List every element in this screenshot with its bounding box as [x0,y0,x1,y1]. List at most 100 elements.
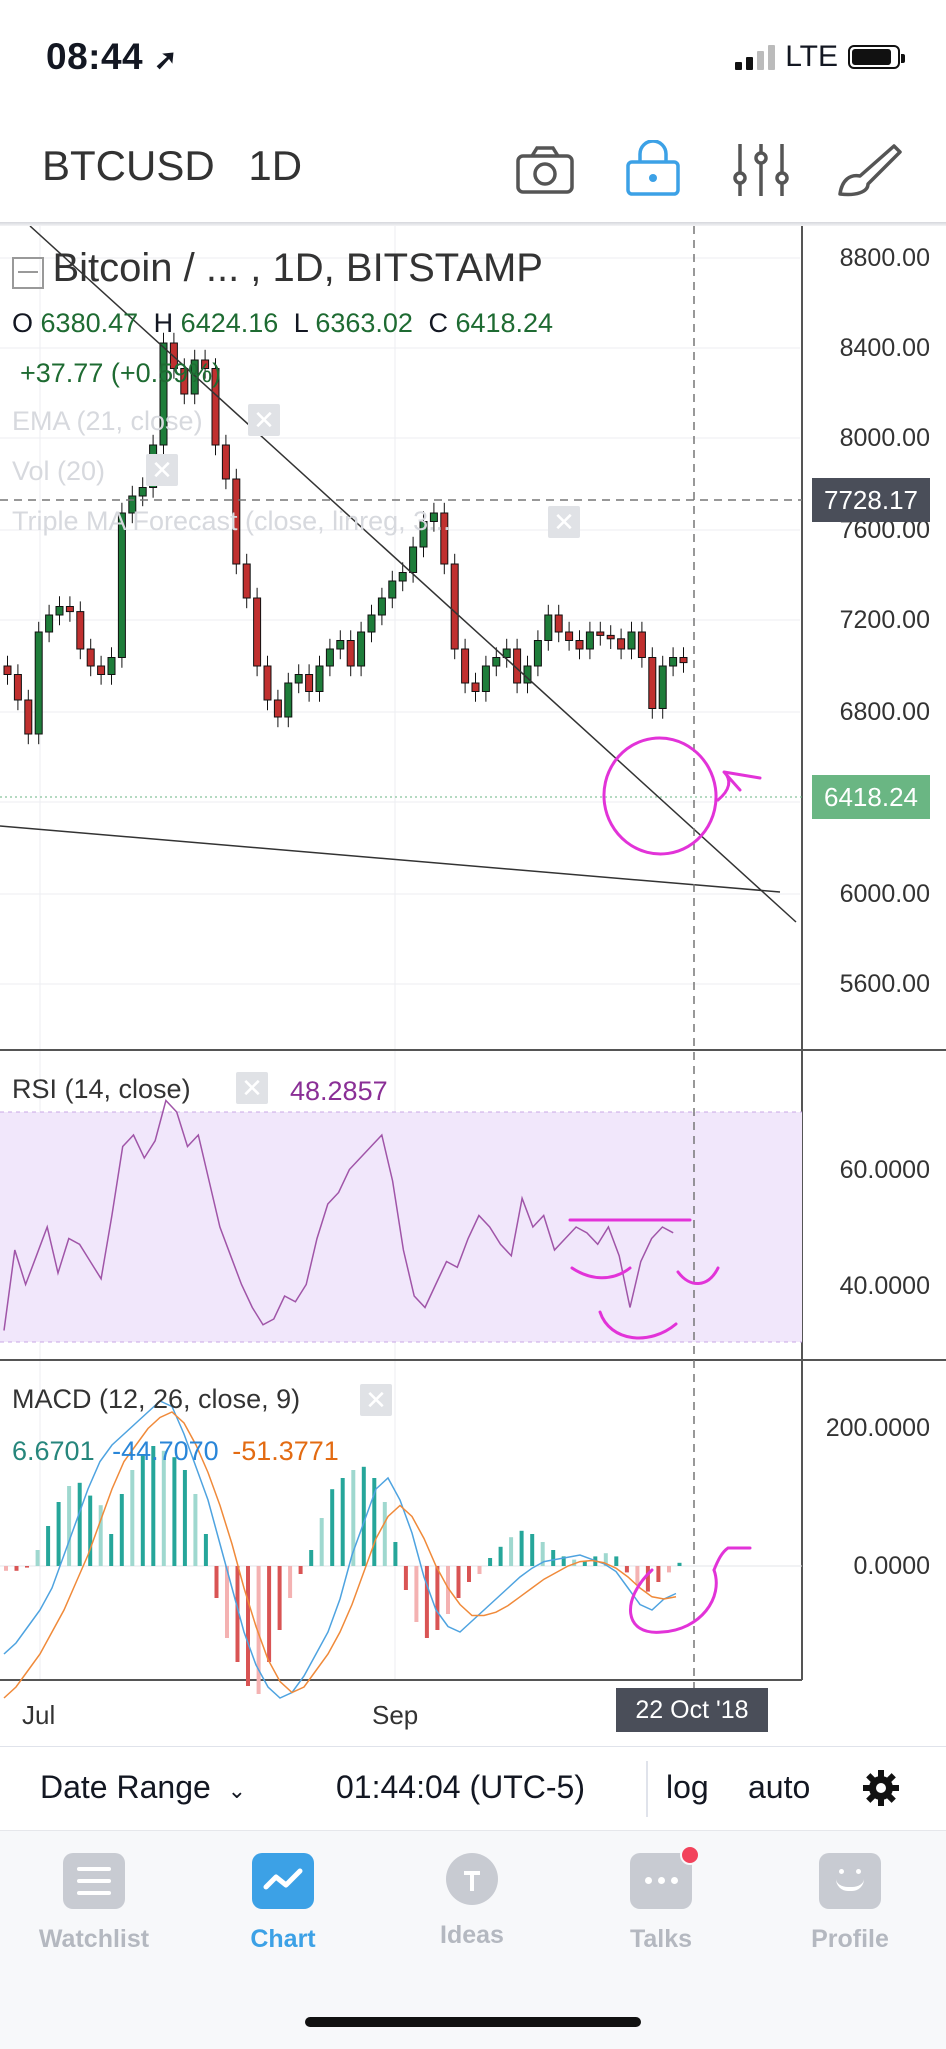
trendline-upper [29,226,797,923]
timezone-clock[interactable]: 01:44:04 (UTC-5) [336,1769,585,1805]
candle [107,657,116,675]
macd-line-value: -44.7070 [112,1436,219,1466]
gear-icon[interactable] [862,1769,900,1807]
close-icon[interactable]: ✕ [236,1072,268,1104]
log-scale-button[interactable]: log [666,1769,709,1805]
macd-histogram-bar [551,1550,556,1566]
macd-histogram-bar [161,1450,166,1566]
low-value: 6363.02 [315,308,413,338]
tab-watchlist[interactable]: Watchlist [14,1853,174,1954]
home-indicator [305,2017,641,2027]
candle [461,648,470,684]
indicator-ema-label: EMA (21, close) [12,406,203,436]
candle [117,512,126,658]
status-time-text: 08:44 [46,36,144,77]
candle [398,572,407,582]
candle [658,665,667,709]
macd-histogram-bar [677,1562,682,1566]
candle [492,657,501,667]
macd-histogram-bar [467,1566,471,1582]
toolbar-divider [646,1761,648,1817]
time-cursor-tag: 22 Oct '18 [616,1688,768,1732]
macd-histogram-bar [382,1502,387,1566]
indicator-triple-ma[interactable]: Triple MA Forecast (close, linreg, 3... [12,506,451,537]
close-icon[interactable]: ✕ [360,1384,392,1416]
tab-talks[interactable]: Talks [581,1845,741,1954]
crosshair-price-tag: 7728.17 [812,478,930,522]
symbol-header[interactable]: BTCUSD 1D [42,142,302,190]
candle [554,614,563,633]
macd-histogram-bar [172,1457,177,1566]
open-value: 6380.47 [40,308,139,338]
indicator-vol-label: Vol (20) [12,456,106,486]
macd-histogram-bar [130,1470,135,1566]
macd-histogram-bar [298,1566,303,1574]
auto-scale-button[interactable]: auto [748,1769,811,1805]
candle [65,606,74,613]
price-axis-label: 8400.00 [839,334,930,362]
macd-label[interactable]: MACD (12, 26, close, 9) [12,1384,301,1414]
rsi-band [0,1112,802,1342]
candle [76,611,85,650]
candle [315,665,324,692]
rsi-value: 48.2857 [290,1076,388,1106]
drawing-tool-icon[interactable] [834,140,904,200]
rsi-label[interactable]: RSI (14, close) [12,1074,191,1104]
symbol-name[interactable]: BTCUSD [42,142,215,189]
macd-histogram-bar [403,1566,408,1590]
macd-histogram-bar [193,1494,198,1566]
price-axis-label: 7200.00 [839,606,930,634]
candle [409,546,418,573]
macd-histogram-bar [267,1566,272,1662]
camera-icon[interactable] [510,140,580,200]
date-range-button[interactable]: Date Range ⌄ [40,1769,246,1806]
macd-histogram-bar [56,1502,61,1566]
collapse-legend-icon[interactable] [12,256,44,289]
indicator-ema[interactable]: EMA (21, close) [12,406,203,437]
interval[interactable]: 1D [248,142,303,189]
tab-profile[interactable]: Profile [770,1853,930,1954]
macd-histogram-bar [35,1550,40,1566]
ohlc-values: O 6380.47 H 6424.16 L 6363.02 C 6418.24 [12,308,553,339]
candle [679,657,688,664]
indicator-triple-ma-label: Triple MA Forecast (close, linreg, 3... [12,506,451,536]
macd-histogram-bar [225,1566,229,1638]
high-value: 6424.16 [180,308,279,338]
price-grid [0,226,800,1680]
chart-title[interactable]: Bitcoin / ... , 1D, BITSTAMP [12,246,543,293]
change-value: +37.77 (+0.59%) [20,358,222,388]
indicator-settings-icon[interactable] [726,140,796,200]
macd-histogram-bar [140,1454,145,1566]
close-icon[interactable]: ✕ [548,506,580,538]
macd-histogram-bar [519,1530,524,1566]
lock-icon[interactable] [618,140,688,200]
candle [346,640,355,667]
macd-histogram-bar [509,1537,514,1566]
macd-histogram-bar [203,1534,208,1566]
tab-chart-label: Chart [250,1925,316,1953]
indicator-vol[interactable]: Vol (20) [12,456,105,487]
user-annotations [568,736,762,1634]
chevron-down-icon: ⌄ [227,1778,247,1803]
macd-hist-value: 6.6701 [12,1436,95,1466]
macd-signal-value: -51.3771 [232,1436,339,1466]
macd-histogram-bar [351,1470,356,1566]
macd-histogram-bar [477,1566,482,1574]
macd-histogram-bar [319,1518,324,1566]
macd-histogram-bar [246,1566,250,1686]
candle [388,580,397,599]
candle [419,521,428,548]
tab-chart[interactable]: Chart [203,1853,363,1954]
notification-dot-icon [680,1845,700,1865]
watchlist-icon [63,1853,125,1909]
price-axis-label: 8800.00 [839,244,930,272]
close-icon[interactable]: ✕ [146,454,178,486]
rsi-axis-label: 60.0000 [839,1156,930,1184]
macd-histogram-bar [530,1534,535,1566]
tab-ideas[interactable]: Ideas [392,1853,552,1950]
candle [585,631,594,650]
candle [128,495,137,514]
macd-histogram-bar [498,1546,503,1566]
chart-canvas[interactable] [0,226,946,1746]
close-icon[interactable]: ✕ [248,404,280,436]
